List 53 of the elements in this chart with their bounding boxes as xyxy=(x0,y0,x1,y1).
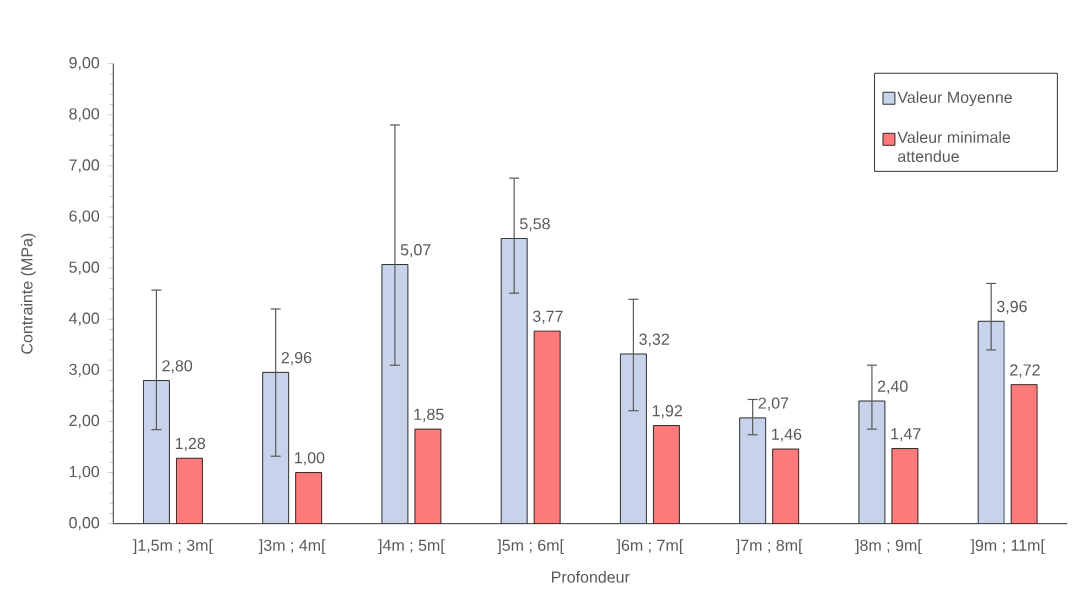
data-label: 5,58 xyxy=(520,218,550,232)
data-label: 5,07 xyxy=(400,244,431,258)
y-axis-title: Contrainte (MPa) xyxy=(20,233,36,354)
data-label: 2,96 xyxy=(281,351,312,366)
legend-label: Valeur Moyenne xyxy=(897,91,1012,107)
legend-label: Valeur minimale attendue xyxy=(897,131,1011,163)
bar xyxy=(176,457,203,524)
bar xyxy=(653,425,680,524)
data-label: 2,80 xyxy=(162,360,193,374)
bar xyxy=(977,320,1005,524)
data-label: 3,96 xyxy=(996,300,1027,315)
y-tick-label: 3,00 xyxy=(69,363,100,377)
x-tick-label: ]6m ; 7m[ xyxy=(616,539,684,555)
bar xyxy=(772,448,800,524)
data-label: 1,00 xyxy=(295,452,325,466)
bar xyxy=(381,264,409,524)
bar xyxy=(533,330,561,524)
data-label: 2,72 xyxy=(1010,364,1040,378)
x-tick-label: ]7m ; 8m[ xyxy=(735,539,803,555)
y-tick-label: 0,00 xyxy=(69,517,100,531)
bar xyxy=(500,238,528,524)
data-label: 2,07 xyxy=(758,397,789,411)
x-tick-label: ]8m ; 9m[ xyxy=(855,539,922,555)
data-label: 1,47 xyxy=(891,428,921,442)
y-tick-label: 8,00 xyxy=(69,108,100,122)
x-axis-title: Profondeur xyxy=(552,570,630,583)
y-tick-label: 6,00 xyxy=(69,210,100,224)
data-label: 1,92 xyxy=(652,405,682,419)
x-tick-label: ]1,5m ; 3m[ xyxy=(133,539,213,555)
data-label: 1,85 xyxy=(414,408,444,422)
bar xyxy=(295,472,323,524)
bar xyxy=(620,353,647,524)
y-tick-label: 1,00 xyxy=(69,465,100,480)
data-label: 3,77 xyxy=(532,310,563,324)
x-tick-label: ]3m ; 4m[ xyxy=(258,539,326,555)
bar xyxy=(858,400,886,524)
bar xyxy=(143,380,170,524)
bar xyxy=(1010,384,1038,524)
y-tick-label: 5,00 xyxy=(69,261,100,275)
data-label: 1,28 xyxy=(175,437,206,452)
x-tick-label: ]5m ; 6m[ xyxy=(497,539,564,555)
bar xyxy=(414,428,442,524)
bar xyxy=(739,417,767,524)
data-label: 2,40 xyxy=(877,380,908,394)
data-label: 1,46 xyxy=(772,428,802,442)
y-tick-label: 2,00 xyxy=(69,414,100,429)
y-tick-label: 7,00 xyxy=(69,159,100,173)
bar xyxy=(891,448,919,524)
data-label: 3,32 xyxy=(639,333,669,347)
y-tick-label: 9,00 xyxy=(69,57,100,71)
x-tick-label: ]9m ; 11m[ xyxy=(970,539,1045,555)
x-tick-label: ]4m ; 5m[ xyxy=(378,539,445,555)
y-tick-label: 4,00 xyxy=(68,312,100,326)
